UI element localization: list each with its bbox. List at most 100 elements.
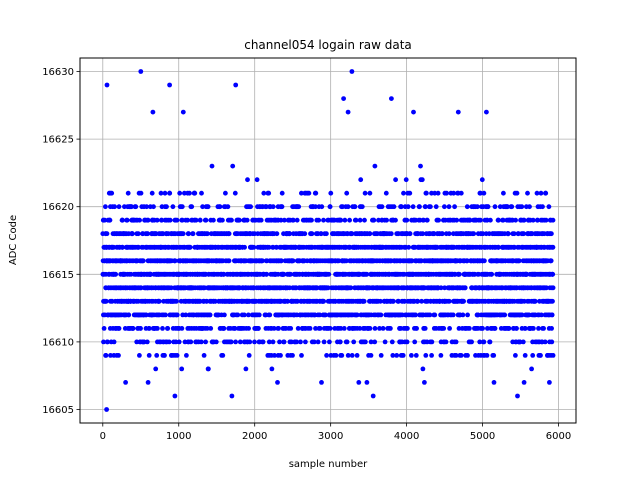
- data-point: [133, 204, 139, 210]
- data-point: [307, 326, 313, 331]
- data-point: [103, 353, 109, 358]
- data-point: [405, 326, 410, 331]
- data-point: [302, 231, 308, 237]
- data-point: [150, 109, 156, 115]
- data-point: [260, 258, 265, 264]
- data-point: [244, 217, 250, 223]
- data-point: [478, 190, 483, 196]
- data-point: [513, 217, 518, 223]
- data-point: [293, 285, 299, 291]
- data-point: [428, 204, 433, 210]
- data-point: [372, 339, 378, 345]
- data-point: [458, 353, 464, 358]
- data-point: [278, 217, 284, 223]
- data-point: [103, 298, 109, 304]
- y-tick-label: 16615: [42, 270, 74, 281]
- data-point: [446, 204, 452, 210]
- data-point: [342, 217, 348, 223]
- data-point: [348, 285, 354, 291]
- data-point: [255, 326, 261, 331]
- data-point: [382, 339, 388, 345]
- data-point: [190, 231, 196, 237]
- data-point: [434, 244, 440, 250]
- data-point: [383, 190, 389, 196]
- data-point: [263, 271, 269, 277]
- data-point: [420, 366, 426, 372]
- data-point: [367, 190, 373, 196]
- data-point: [491, 380, 497, 385]
- data-point: [229, 393, 235, 399]
- data-point: [544, 285, 549, 291]
- data-point: [282, 217, 287, 223]
- data-point: [143, 312, 149, 318]
- data-point: [326, 271, 332, 277]
- data-point: [303, 339, 308, 345]
- data-point: [288, 271, 293, 277]
- data-point: [353, 217, 359, 223]
- data-point: [515, 393, 520, 399]
- data-point: [356, 380, 362, 385]
- data-point: [344, 190, 350, 196]
- data-point: [469, 339, 474, 345]
- data-point: [388, 231, 394, 237]
- data-point: [550, 244, 556, 250]
- data-point: [187, 190, 192, 196]
- x-tick-label: 1000: [166, 431, 191, 442]
- data-point: [548, 258, 554, 264]
- data-point: [536, 326, 541, 331]
- data-point: [213, 339, 219, 345]
- data-point: [193, 217, 199, 223]
- data-point: [471, 231, 477, 237]
- data-point: [505, 204, 510, 210]
- data-point: [327, 326, 333, 331]
- data-point: [368, 339, 374, 345]
- data-point: [546, 204, 552, 210]
- data-point: [229, 217, 234, 223]
- data-point: [316, 217, 322, 223]
- data-point: [167, 82, 173, 88]
- data-point: [522, 326, 528, 331]
- data-point: [413, 353, 419, 358]
- data-point: [319, 204, 325, 210]
- data-point: [509, 204, 515, 210]
- data-point: [547, 380, 552, 385]
- data-point: [228, 339, 234, 345]
- data-point: [354, 312, 360, 318]
- data-point: [221, 326, 227, 331]
- data-point: [359, 204, 365, 210]
- data-point: [413, 312, 418, 318]
- data-point: [388, 326, 393, 331]
- data-point: [464, 204, 470, 210]
- data-point: [199, 190, 204, 196]
- data-point: [189, 204, 195, 210]
- x-axis-label: sample number: [289, 459, 368, 470]
- data-point: [484, 109, 489, 115]
- data-point: [151, 204, 156, 210]
- data-point: [158, 190, 164, 196]
- y-axis-label: ADC Code: [8, 215, 19, 265]
- data-point: [550, 298, 555, 304]
- data-point: [377, 326, 382, 331]
- data-point: [174, 312, 180, 318]
- x-axis-ticks: 0 1000 2000 3000 4000 5000 6000: [100, 423, 571, 442]
- data-point: [550, 217, 556, 223]
- data-point: [163, 312, 168, 318]
- data-point: [261, 190, 267, 196]
- data-point: [309, 231, 315, 237]
- data-point: [183, 312, 189, 318]
- data-point: [543, 190, 549, 196]
- data-point: [371, 217, 377, 223]
- data-point: [364, 271, 370, 277]
- data-point: [246, 312, 251, 318]
- data-point: [291, 217, 296, 223]
- chart-title: channel054 logain raw data: [244, 38, 412, 52]
- data-point: [317, 326, 323, 331]
- data-point: [456, 326, 462, 331]
- data-point: [129, 204, 134, 210]
- data-point: [345, 109, 351, 115]
- data-point: [527, 204, 532, 210]
- data-point: [138, 190, 144, 196]
- data-point: [327, 204, 333, 210]
- data-point: [137, 217, 143, 223]
- data-point: [258, 217, 264, 223]
